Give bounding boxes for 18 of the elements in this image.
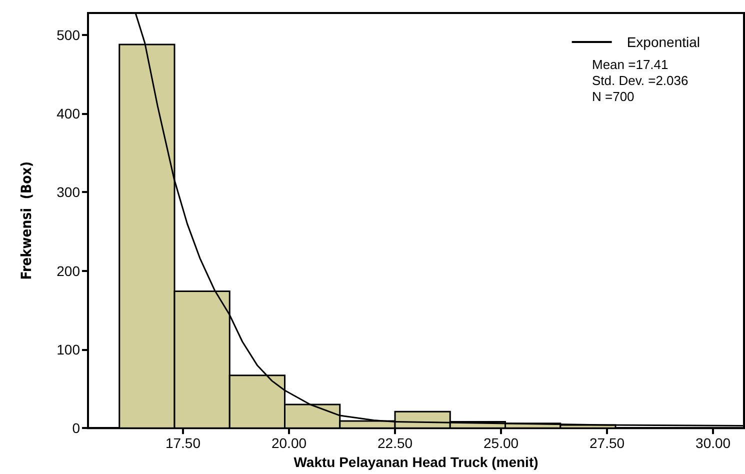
y-tick-label: 400	[56, 106, 80, 122]
y-tick-label: 500	[56, 27, 80, 44]
y-tick-label: 100	[56, 341, 80, 358]
x-tick-label: 17.50	[165, 435, 201, 452]
x-tick-label: 22.50	[377, 435, 413, 452]
y-axis-title: Frekwensi (Box)	[19, 161, 35, 280]
annotation: N =700	[592, 89, 634, 104]
y-tick-label: 300	[56, 184, 80, 200]
annotation: Std. Dev. =2.036	[592, 73, 688, 88]
x-tick-label: 27.50	[590, 435, 625, 452]
y-tick-label: 200	[56, 262, 80, 279]
y-tick-label: 0	[72, 420, 80, 436]
legend-label: Exponential	[626, 34, 700, 50]
x-tick-label: 30.00	[696, 435, 731, 452]
x-tick-label: 20.00	[271, 435, 307, 452]
annotation: Mean =17.41	[592, 57, 668, 72]
x-tick-label: 25.00	[484, 435, 519, 452]
x-axis-title: Waktu Pelayanan Head Truck (menit)	[294, 454, 538, 470]
